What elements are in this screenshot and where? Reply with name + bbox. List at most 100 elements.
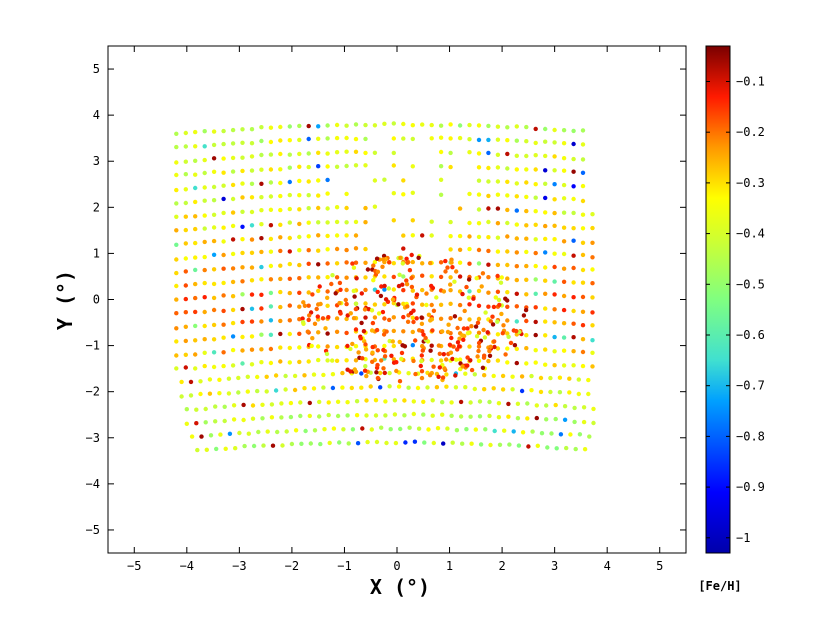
data-point: [331, 426, 337, 431]
data-point: [344, 220, 349, 225]
data-point: [326, 412, 331, 418]
data-point: [249, 168, 255, 173]
data-point: [523, 307, 529, 313]
data-point: [514, 250, 519, 255]
data-point: [249, 237, 255, 242]
data-point: [241, 417, 246, 423]
data-point: [312, 321, 318, 326]
data-point: [297, 221, 302, 227]
data-point: [448, 247, 453, 252]
data-point: [580, 183, 586, 189]
data-point: [287, 179, 292, 185]
data-point: [533, 153, 538, 158]
data-point: [297, 193, 302, 198]
data-point: [533, 319, 538, 325]
data-point: [213, 419, 218, 424]
data-point: [316, 150, 321, 155]
x-tick-label: −1: [337, 559, 351, 573]
data-point: [279, 401, 284, 406]
x-tick-label: −2: [285, 559, 299, 573]
data-point: [183, 296, 188, 302]
data-point: [397, 379, 403, 384]
data-point: [576, 377, 581, 382]
data-point: [500, 373, 506, 379]
data-point: [221, 141, 226, 147]
data-point: [306, 248, 311, 253]
data-point: [306, 275, 311, 280]
data-point: [287, 249, 292, 254]
data-point: [543, 236, 548, 242]
data-point: [316, 178, 321, 183]
data-point: [259, 319, 264, 324]
data-point: [490, 314, 495, 319]
data-point: [467, 302, 472, 307]
data-point: [306, 151, 311, 156]
data-point: [374, 439, 380, 445]
data-point: [515, 401, 521, 406]
data-point: [363, 150, 368, 156]
data-point: [221, 225, 226, 230]
data-point: [411, 399, 416, 404]
data-point: [287, 345, 292, 351]
data-point: [202, 185, 207, 190]
data-point: [590, 225, 595, 231]
data-point: [452, 279, 457, 284]
data-point: [287, 165, 292, 170]
y-tick-label: 2: [93, 200, 100, 214]
data-point: [495, 332, 501, 337]
data-point: [193, 129, 198, 135]
data-point: [506, 334, 511, 339]
data-point: [571, 253, 576, 258]
data-point: [391, 218, 396, 223]
data-point: [183, 187, 188, 192]
data-point: [510, 374, 515, 379]
data-point: [524, 263, 529, 269]
data-point: [268, 360, 274, 366]
data-point: [310, 336, 315, 341]
data-point: [202, 280, 207, 286]
data-point: [401, 136, 406, 141]
data-point: [344, 163, 349, 169]
data-point: [184, 421, 189, 426]
data-point: [325, 344, 330, 349]
data-point: [370, 350, 375, 355]
data-point: [497, 442, 503, 447]
data-point: [240, 319, 245, 325]
data-point: [325, 303, 330, 308]
data-point: [230, 334, 236, 339]
data-point: [383, 413, 388, 418]
data-point: [505, 151, 510, 157]
data-point: [325, 177, 330, 183]
data-point: [202, 129, 207, 134]
data-point: [297, 178, 302, 184]
data-point: [240, 224, 245, 229]
data-point: [230, 223, 236, 229]
data-point: [421, 412, 426, 417]
data-point: [561, 225, 567, 230]
data-point: [418, 363, 423, 369]
data-point: [268, 249, 274, 254]
data-point: [249, 141, 255, 146]
data-point: [549, 431, 554, 436]
data-point: [476, 192, 482, 197]
data-point: [202, 323, 207, 329]
data-point: [259, 277, 264, 282]
data-point: [392, 398, 398, 403]
data-point: [590, 281, 595, 286]
data-point: [230, 182, 236, 188]
data-point: [259, 236, 264, 241]
data-point: [448, 282, 453, 287]
data-point: [503, 352, 508, 357]
data-point: [476, 344, 482, 349]
data-point: [553, 402, 558, 408]
data-point: [469, 441, 474, 446]
data-point: [360, 356, 365, 361]
data-point: [406, 371, 411, 376]
data-point: [514, 222, 519, 227]
data-point: [426, 312, 432, 317]
data-point: [561, 279, 567, 284]
data-point: [320, 316, 326, 321]
data-point: [514, 264, 519, 269]
data-point: [264, 389, 269, 394]
data-point: [514, 181, 519, 186]
